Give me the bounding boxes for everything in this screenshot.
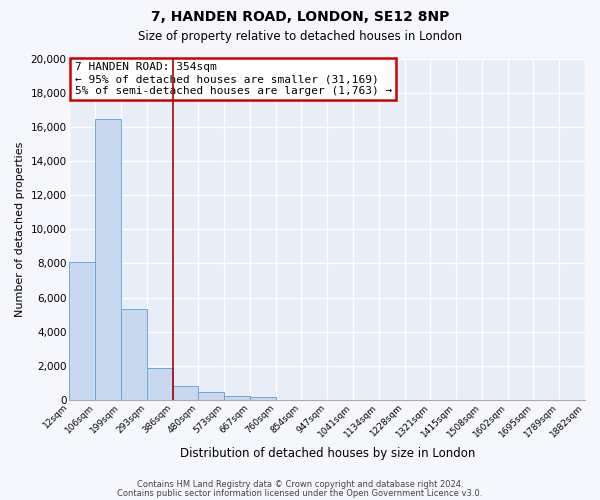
Bar xyxy=(147,368,173,400)
Text: Size of property relative to detached houses in London: Size of property relative to detached ho… xyxy=(138,30,462,43)
Bar xyxy=(199,392,224,400)
X-axis label: Distribution of detached houses by size in London: Distribution of detached houses by size … xyxy=(179,447,475,460)
Bar xyxy=(173,386,199,400)
Text: Contains public sector information licensed under the Open Government Licence v3: Contains public sector information licen… xyxy=(118,488,482,498)
Bar xyxy=(95,118,121,400)
Text: Contains HM Land Registry data © Crown copyright and database right 2024.: Contains HM Land Registry data © Crown c… xyxy=(137,480,463,489)
Bar xyxy=(121,310,147,400)
Text: 7 HANDEN ROAD: 354sqm
← 95% of detached houses are smaller (31,169)
5% of semi-d: 7 HANDEN ROAD: 354sqm ← 95% of detached … xyxy=(74,62,392,96)
Bar xyxy=(70,262,95,400)
Bar xyxy=(250,396,275,400)
Y-axis label: Number of detached properties: Number of detached properties xyxy=(15,142,25,317)
Text: 7, HANDEN ROAD, LONDON, SE12 8NP: 7, HANDEN ROAD, LONDON, SE12 8NP xyxy=(151,10,449,24)
Bar xyxy=(224,396,250,400)
